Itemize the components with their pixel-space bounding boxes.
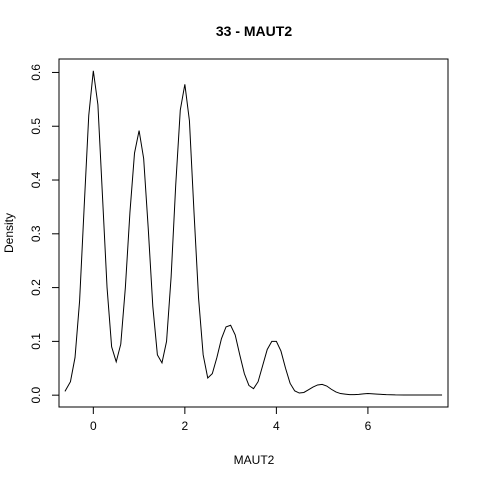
y-tick-label: 0.2 xyxy=(29,279,43,296)
x-tick-label: 4 xyxy=(273,419,280,433)
x-tick-label: 2 xyxy=(182,419,189,433)
y-tick-label: 0.1 xyxy=(29,333,43,350)
y-axis-label: Density xyxy=(2,213,16,253)
y-axis: 0.0 0.1 0.2 0.3 0.4 0.5 0.6 xyxy=(29,64,60,404)
y-tick-label: 0.3 xyxy=(29,225,43,242)
x-tick-label: 0 xyxy=(90,419,97,433)
y-tick-label: 0.0 xyxy=(29,387,43,404)
x-tick-label: 6 xyxy=(365,419,372,433)
y-tick-label: 0.6 xyxy=(29,64,43,81)
x-axis: 0 2 4 6 xyxy=(90,406,372,433)
chart-title: 33 - MAUT2 xyxy=(216,23,292,39)
density-line xyxy=(64,70,443,396)
x-axis-label: MAUT2 xyxy=(234,453,275,467)
y-tick-label: 0.4 xyxy=(29,171,43,188)
y-tick-label: 0.5 xyxy=(29,118,43,135)
